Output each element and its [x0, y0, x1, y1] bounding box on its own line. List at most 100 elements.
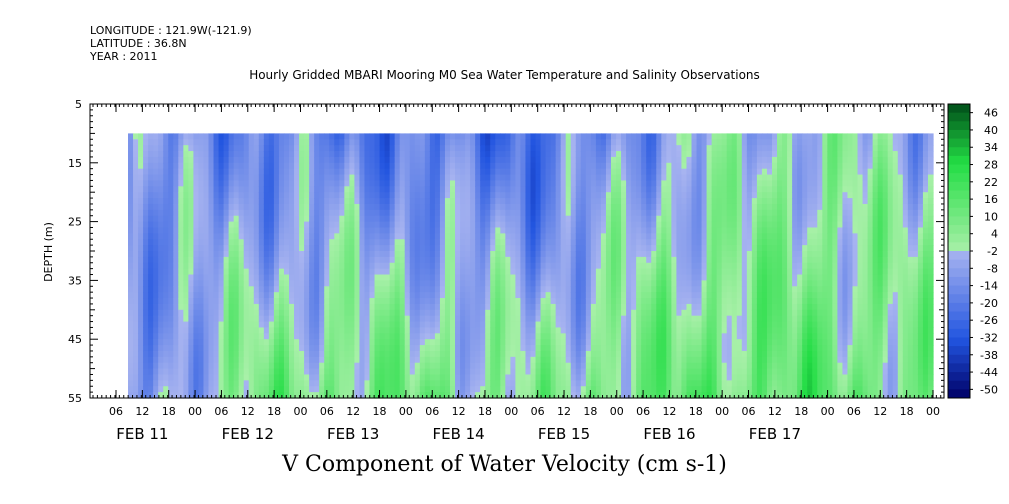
- heatmap-cell: [550, 162, 557, 170]
- heatmap-cell: [540, 227, 547, 234]
- heatmap-cell: [268, 380, 275, 387]
- heatmap-cell: [404, 186, 411, 193]
- heatmap-cell: [439, 239, 446, 246]
- heatmap-cell: [334, 174, 340, 182]
- heatmap-cell: [656, 156, 662, 164]
- heatmap-cell: [600, 239, 607, 246]
- heatmap-cell: [258, 151, 265, 158]
- heatmap-cell: [128, 209, 134, 217]
- heatmap-cell: [253, 280, 260, 287]
- heatmap-cell: [138, 215, 144, 223]
- heatmap-cell: [309, 245, 315, 252]
- heatmap-cell: [168, 139, 174, 146]
- heatmap-cell: [173, 256, 179, 264]
- heatmap-cell: [183, 362, 189, 370]
- heatmap-cell: [349, 368, 356, 376]
- heatmap-cell: [329, 386, 335, 393]
- heatmap-cell: [631, 174, 637, 182]
- heatmap-cell: [671, 303, 678, 311]
- heatmap-cell: [384, 362, 391, 370]
- heatmap-cell: [600, 274, 607, 281]
- heatmap-cell: [283, 139, 290, 146]
- heatmap-cell: [676, 280, 683, 287]
- heatmap-cell: [450, 162, 456, 170]
- heatmap-cell: [666, 386, 672, 393]
- heatmap-cell: [203, 139, 210, 146]
- heatmap-cell: [434, 327, 441, 334]
- heatmap-cell: [565, 227, 572, 234]
- heatmap-cell: [289, 345, 295, 352]
- heatmap-cell: [676, 168, 683, 176]
- heatmap-cell: [148, 368, 154, 376]
- heatmap-cell: [304, 221, 310, 229]
- heatmap-cell: [283, 262, 290, 270]
- heatmap-cell: [656, 356, 662, 364]
- heatmap-cell: [394, 256, 401, 264]
- heatmap-cell: [359, 209, 366, 217]
- heatmap-cell: [616, 227, 622, 234]
- heatmap-cell: [273, 209, 280, 217]
- heatmap-cell: [641, 350, 647, 358]
- heatmap-cell: [153, 280, 159, 287]
- heatmap-cell: [248, 245, 255, 252]
- heatmap-cell: [208, 374, 215, 381]
- heatmap-cell: [233, 151, 240, 158]
- heatmap-cell: [656, 374, 662, 381]
- heatmap-cell: [188, 386, 195, 393]
- heatmap-cell: [364, 339, 371, 346]
- heatmap-cell: [475, 180, 481, 187]
- heatmap-cell: [414, 327, 421, 334]
- heatmap-cell: [133, 268, 139, 276]
- heatmap-cell: [183, 386, 189, 393]
- heatmap-cell: [248, 292, 255, 299]
- heatmap-cell: [424, 186, 431, 193]
- heatmap-cell: [268, 274, 275, 281]
- heatmap-cell: [409, 327, 416, 334]
- heatmap-cell: [334, 362, 340, 370]
- heatmap-cell: [248, 274, 255, 281]
- heatmap-cell: [248, 215, 255, 223]
- heatmap-cell: [681, 350, 688, 358]
- heatmap-cell: [530, 256, 537, 264]
- heatmap-cell: [515, 315, 522, 323]
- heatmap-cell: [434, 380, 441, 387]
- heatmap-cell: [319, 156, 325, 164]
- heatmap-cell: [495, 362, 501, 370]
- heatmap-cell: [641, 339, 647, 346]
- heatmap-cell: [580, 215, 587, 223]
- heatmap-cell: [575, 227, 582, 234]
- heatmap-cell: [676, 251, 683, 258]
- heatmap-cell: [223, 156, 230, 164]
- heatmap-cell: [555, 256, 562, 264]
- heatmap-cell: [283, 156, 290, 164]
- heatmap-cell: [233, 362, 240, 370]
- heatmap-cell: [616, 274, 622, 281]
- heatmap-cell: [460, 274, 466, 281]
- heatmap-cell: [193, 374, 200, 381]
- heatmap-cell: [203, 233, 210, 240]
- heatmap-cell: [138, 350, 144, 358]
- heatmap-cell: [324, 145, 330, 152]
- heatmap-cell: [651, 374, 657, 381]
- heatmap-cell: [666, 215, 672, 223]
- heatmap-cell: [263, 233, 270, 240]
- heatmap-cell: [314, 386, 320, 393]
- heatmap-cell: [309, 192, 315, 199]
- heatmap-cell: [530, 174, 537, 182]
- heatmap-cell: [309, 262, 315, 270]
- heatmap-cell: [424, 151, 431, 158]
- heatmap-cell: [605, 215, 612, 223]
- heatmap-cell: [213, 327, 220, 334]
- heatmap-cell: [656, 180, 662, 187]
- heatmap-cell: [550, 262, 557, 270]
- heatmap-cell: [555, 192, 562, 199]
- heatmap-cell: [651, 145, 657, 152]
- heatmap-cell: [354, 221, 361, 229]
- heatmap-cell: [465, 333, 471, 340]
- heatmap-cell: [173, 274, 179, 281]
- heatmap-cell: [243, 227, 250, 234]
- heatmap-cell: [133, 203, 139, 211]
- heatmap-cell: [384, 133, 391, 140]
- heatmap-cell: [158, 345, 164, 352]
- heatmap-cell: [173, 380, 179, 387]
